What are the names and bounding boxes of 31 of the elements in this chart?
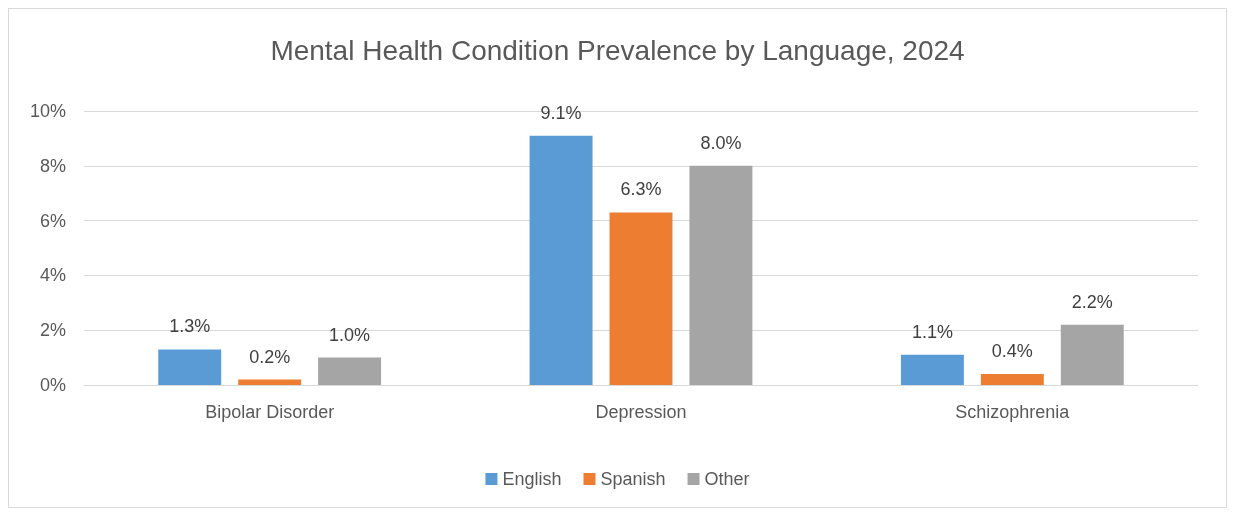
data-label: 8.0% [700, 132, 742, 153]
x-tick-label: Depression [595, 402, 687, 422]
bar [980, 374, 1044, 385]
data-label: 2.2% [1071, 291, 1113, 312]
data-label: 6.3% [620, 179, 662, 200]
data-label: 0.2% [249, 346, 291, 367]
data-label: 1.3% [169, 316, 211, 337]
data-label: 9.1% [540, 102, 582, 123]
chart-title: Mental Health Condition Prevalence by Language, 2024 [270, 34, 965, 66]
data-label: 0.4% [991, 341, 1033, 362]
x-tick-label: Bipolar Disorder [205, 402, 335, 422]
bar [609, 212, 673, 385]
legend-label: English [502, 469, 562, 489]
bar [158, 349, 222, 385]
bar [318, 357, 382, 385]
y-tick-label: 2% [39, 320, 66, 341]
bar [689, 165, 753, 385]
bar [238, 379, 302, 385]
data-label: 1.0% [329, 324, 371, 345]
bar [1060, 324, 1124, 385]
bar [529, 135, 593, 385]
y-tick-label: 4% [39, 265, 66, 286]
y-tick-label: 10% [29, 101, 66, 121]
legend-label: Spanish [600, 469, 666, 489]
data-label: 1.1% [911, 321, 953, 342]
bar [900, 354, 964, 385]
y-tick-label: 6% [39, 210, 66, 231]
y-tick-label: 0% [39, 375, 66, 395]
x-tick-label: Schizophrenia [955, 402, 1071, 422]
y-tick-label: 8% [39, 155, 66, 176]
legend-label: Other [704, 469, 750, 489]
